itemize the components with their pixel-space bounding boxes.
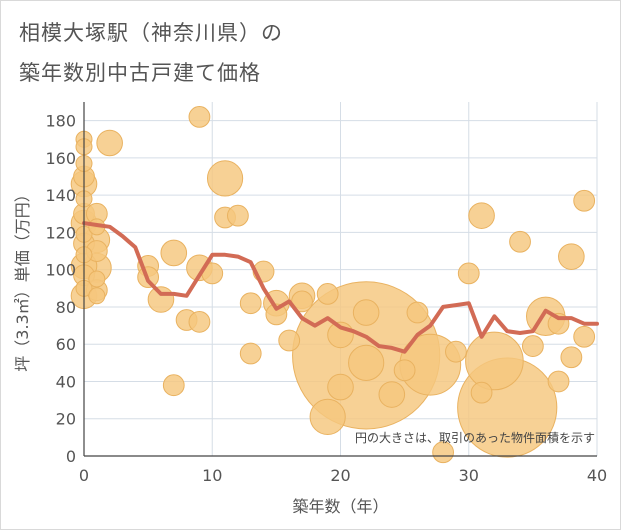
data-bubble <box>521 335 544 357</box>
data-bubble <box>188 310 211 333</box>
data-bubble <box>560 346 583 369</box>
data-bubble <box>227 204 249 227</box>
data-bubble <box>348 344 385 381</box>
data-bubble <box>160 239 188 267</box>
data-bubble <box>573 189 596 212</box>
data-bubble <box>316 283 339 305</box>
data-bubble <box>457 262 480 285</box>
y-tick-label: 160 <box>45 149 76 168</box>
y-axis-title: 坪（3.3㎡）単価（万円） <box>13 186 32 371</box>
data-bubble <box>88 270 106 288</box>
x-tick-label: 10 <box>202 466 222 485</box>
chart-title-line-1: 相模大塚駅（神奈川県）の <box>19 21 283 45</box>
data-bubble <box>406 301 429 324</box>
data-bubble <box>239 292 262 315</box>
data-bubble <box>378 381 406 408</box>
data-bubble <box>278 329 301 352</box>
data-bubble <box>393 359 416 382</box>
data-bubble <box>465 331 524 391</box>
y-tick-label: 60 <box>56 335 76 354</box>
data-bubble <box>432 441 455 464</box>
y-tick-label: 100 <box>45 261 76 280</box>
y-tick-label: 180 <box>45 112 76 131</box>
data-bubble <box>509 230 531 253</box>
x-tick-label: 40 <box>587 466 607 485</box>
chart-title-line-2: 築年数別中古戸建て価格 <box>19 61 261 85</box>
y-tick-label: 20 <box>56 410 76 429</box>
average-price-line <box>82 221 599 354</box>
data-bubble <box>468 202 495 229</box>
data-bubble <box>309 398 346 435</box>
y-tick-label: 140 <box>45 186 76 205</box>
data-bubble <box>162 374 185 397</box>
size-annotation: 円の大きさは、取引のあった物件面積を示す <box>355 430 595 445</box>
data-bubble <box>147 286 175 313</box>
data-bubble <box>470 381 493 404</box>
y-tick-label: 40 <box>56 372 76 391</box>
axes: 0 20 40 60 80 100 120 140 160 180 0 10 20 30 40 <box>45 102 607 485</box>
x-tick-label: 0 <box>79 466 89 485</box>
bubble-series <box>70 106 596 464</box>
data-bubble <box>206 160 244 197</box>
data-bubble <box>265 303 288 326</box>
average-line-series <box>82 221 599 354</box>
data-bubble <box>88 287 106 305</box>
data-bubble <box>445 340 467 363</box>
data-bubble <box>352 299 380 326</box>
data-bubble <box>96 129 123 157</box>
data-bubble <box>327 373 354 401</box>
x-axis-title: 築年数（年） <box>292 497 388 516</box>
data-bubble <box>188 106 211 128</box>
data-bubble <box>573 325 596 348</box>
x-tick-label: 30 <box>459 466 479 485</box>
y-tick-label: 80 <box>56 298 76 317</box>
data-bubble <box>547 370 570 393</box>
y-tick-label: 120 <box>45 223 76 242</box>
data-bubble <box>558 243 585 270</box>
data-bubble <box>239 342 262 365</box>
y-tick-label: 0 <box>66 447 76 466</box>
x-tick-label: 20 <box>330 466 350 485</box>
